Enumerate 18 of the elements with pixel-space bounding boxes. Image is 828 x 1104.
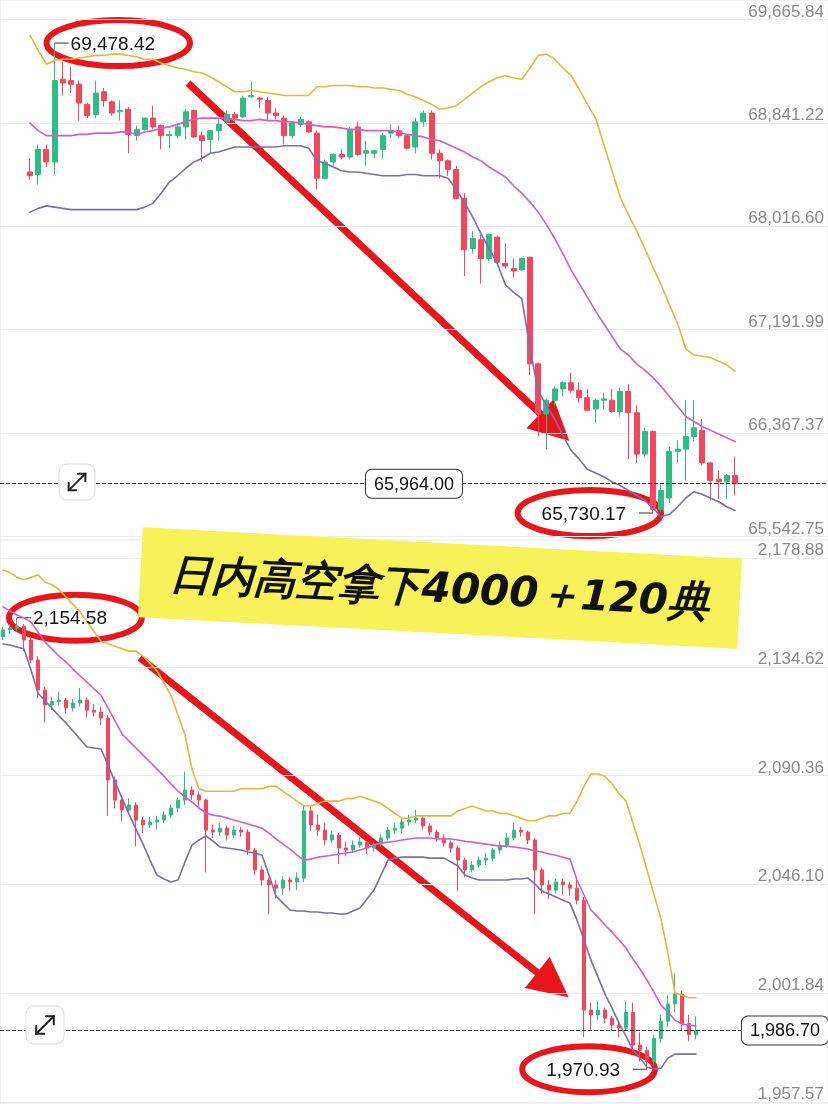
text: 日内高空拿下4000＋120典 xyxy=(168,547,712,629)
annotation: 69,478.42 xyxy=(70,32,156,54)
y-tick-label: 2,090.36 xyxy=(757,757,824,777)
y-tick-label: 1,957.57 xyxy=(757,1084,824,1104)
y-tick-label: 66,367.37 xyxy=(748,415,824,435)
y-tick-label: 68,841.22 xyxy=(748,104,824,124)
y-tick-label: 69,665.84 xyxy=(748,1,824,21)
y-tick-label: 2,046.10 xyxy=(757,866,824,886)
ref-line-label: 65,964.00 xyxy=(373,473,455,494)
y-tick-label: 2,001.84 xyxy=(757,975,824,995)
annotation: 65,730.17 xyxy=(541,502,627,524)
ref-line-label: 1,986.70 xyxy=(749,1020,820,1041)
y-tick-label: 68,016.60 xyxy=(748,208,824,228)
y-tick-label: 67,191.99 xyxy=(748,311,824,331)
y-tick-label: 2,134.62 xyxy=(757,648,824,668)
y-tick-label: 2,178.88 xyxy=(757,540,824,559)
y-tick-label: 65,542.75 xyxy=(748,518,824,538)
annotation: 1,970.93 xyxy=(546,1058,621,1080)
